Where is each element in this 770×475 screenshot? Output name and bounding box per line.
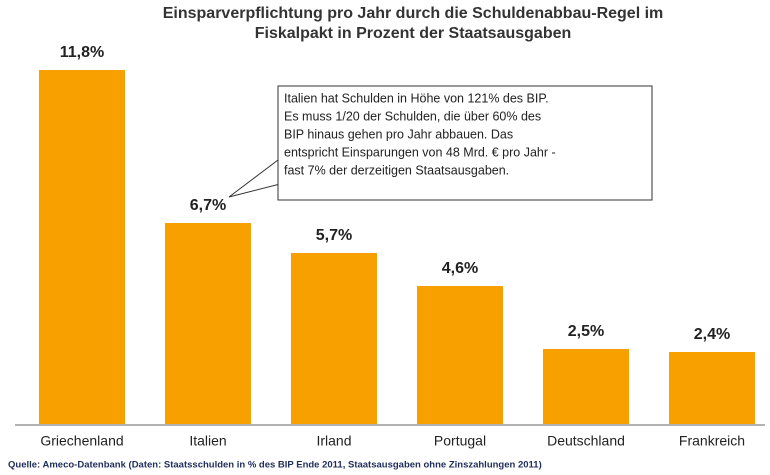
x-tick-label: Deutschland xyxy=(547,433,625,449)
bar xyxy=(543,349,629,424)
value-label: 2,4% xyxy=(694,326,730,343)
annotation-line: Italien hat Schulden in Höhe von 121% de… xyxy=(284,91,549,105)
callout-pointer xyxy=(228,159,281,198)
bar xyxy=(669,352,755,424)
value-label: 2,5% xyxy=(568,323,604,340)
annotation-line: fast 7% der derzeitigen Staatsausgaben. xyxy=(284,163,509,177)
value-label: 6,7% xyxy=(190,197,226,214)
value-label: 5,7% xyxy=(316,227,352,244)
bar xyxy=(39,70,125,424)
annotation-box xyxy=(277,85,653,201)
source: Quelle: Ameco-Datenbank (Daten: Staatssc… xyxy=(8,460,542,471)
chart-title: Einsparverpflichtung pro Jahr durch die … xyxy=(163,5,664,22)
chart-title: Fiskalpakt in Prozent der Staatsausgaben xyxy=(255,25,572,42)
x-tick-label: Griechenland xyxy=(40,433,123,449)
x-tick-label: Frankreich xyxy=(679,433,745,449)
x-tick-label: Italien xyxy=(189,433,226,449)
annotation-line: Es muss 1/20 der Schulden, die über 60% … xyxy=(284,109,541,123)
value-label: 11,8% xyxy=(60,44,104,61)
x-tick-label: Portugal xyxy=(434,433,486,449)
bar xyxy=(165,223,251,424)
bar xyxy=(417,286,503,424)
value-label: 4,6% xyxy=(442,260,478,277)
annotation-line: BIP hinaus gehen pro Jahr abbauen. Das xyxy=(284,127,513,141)
x-tick-label: Irland xyxy=(316,433,351,449)
annotation-line: entspricht Einsparungen von 48 Mrd. € pr… xyxy=(284,145,556,159)
bar xyxy=(291,253,377,424)
